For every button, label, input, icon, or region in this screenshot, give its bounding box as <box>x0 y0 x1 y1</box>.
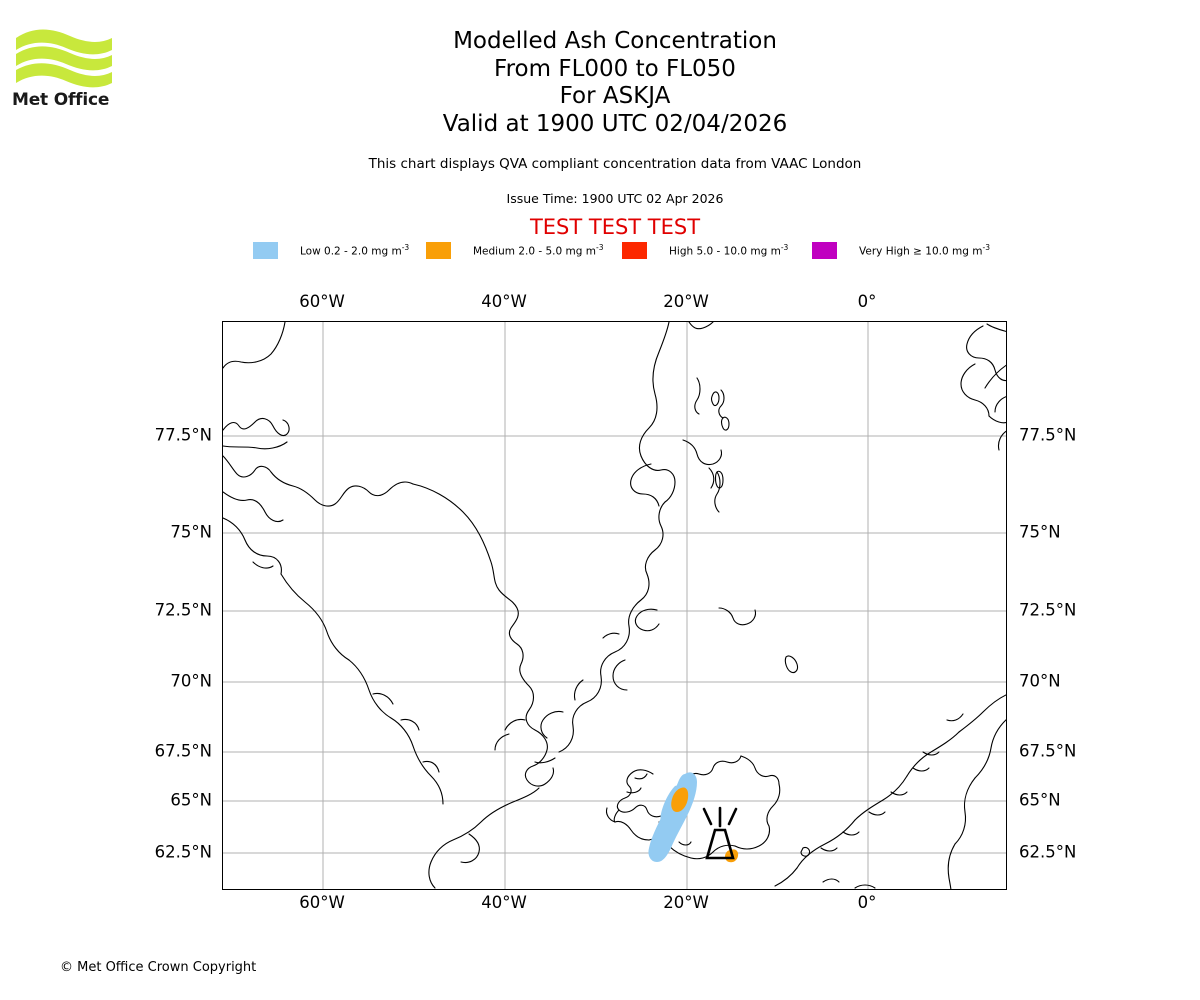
lat-left-tick-5: 65°N <box>170 790 212 810</box>
title-line-2: From FL000 to FL050 <box>494 55 736 82</box>
lon-bot-tick-1: 40°W <box>481 893 527 912</box>
lat-right-tick-5: 65°N <box>1019 790 1061 810</box>
latitude-axis-left: 77.5°N 75°N 72.5°N 70°N 67.5°N 65°N 62.5°N <box>0 321 222 890</box>
legend-swatch-2 <box>622 241 647 259</box>
lat-right-tick-3: 70°N <box>1019 671 1061 691</box>
latitude-axis-right: 77.5°N 75°N 72.5°N 70°N 67.5°N 65°N 62.5°N <box>1007 321 1200 890</box>
chart-subtitle: This chart displays QVA compliant concen… <box>368 156 862 172</box>
legend-item-0: Low 0.2 - 2.0 mg m-3 <box>253 240 409 260</box>
lat-left-tick-0: 77.5°N <box>154 425 212 445</box>
title-line-1: Modelled Ash Concentration <box>453 28 777 54</box>
lat-right-tick-6: 62.5°N <box>1019 842 1077 862</box>
map-gridlines <box>223 322 1006 889</box>
test-banner: TEST TEST TEST <box>529 215 701 239</box>
lon-top-tick-2: 20°W <box>663 292 709 311</box>
issue-time: Issue Time: 1900 UTC 02 Apr 2026 <box>506 191 724 206</box>
copyright-notice: © Met Office Crown Copyright <box>60 960 257 975</box>
legend-item-1: Medium 2.0 - 5.0 mg m-3 <box>426 240 603 260</box>
map-canvas <box>223 322 1006 889</box>
met-office-logo <box>12 20 122 110</box>
page-title: Modelled Ash Concentration From FL000 to… <box>230 28 1000 138</box>
lon-bot-tick-0: 60°W <box>299 893 345 912</box>
lat-right-tick-2: 72.5°N <box>1019 600 1077 620</box>
legend-label-0: Low 0.2 - 2.0 mg m-3 <box>300 242 410 258</box>
legend-item-3: Very High ≥ 10.0 mg m-3 <box>812 240 990 260</box>
legend-item-2: High 5.0 - 10.0 mg m-3 <box>622 240 788 260</box>
title-line-4: Valid at 1900 UTC 02/04/2026 <box>442 110 788 137</box>
lon-top-tick-0: 60°W <box>299 292 345 311</box>
volcano-symbol <box>702 806 738 860</box>
lat-right-tick-1: 75°N <box>1019 522 1061 542</box>
met-office-logo-waves <box>16 29 112 88</box>
lat-left-tick-2: 72.5°N <box>154 600 212 620</box>
lon-top-tick-1: 40°W <box>481 292 527 311</box>
coastlines <box>223 322 1006 889</box>
lon-top-tick-3: 0° <box>857 292 877 311</box>
legend-swatch-1 <box>426 241 451 259</box>
lat-left-tick-3: 70°N <box>170 671 212 691</box>
legend-swatch-0 <box>253 241 278 259</box>
lon-bot-tick-3: 0° <box>857 893 877 912</box>
lon-bot-tick-2: 20°W <box>663 893 709 912</box>
lat-left-tick-6: 62.5°N <box>154 842 212 862</box>
title-line-3: For ASKJA <box>559 83 671 109</box>
legend-label-2: High 5.0 - 10.0 mg m-3 <box>669 242 789 258</box>
legend-label-1: Medium 2.0 - 5.0 mg m-3 <box>473 242 604 258</box>
legend-label-3: Very High ≥ 10.0 mg m-3 <box>859 242 990 258</box>
lat-right-tick-0: 77.5°N <box>1019 425 1077 445</box>
met-office-logo-text: Met Office <box>12 90 110 110</box>
lat-left-tick-4: 67.5°N <box>154 741 212 761</box>
longitude-axis-bottom: 60°W 40°W 20°W 0° <box>0 893 1200 913</box>
longitude-axis-top: 60°W 40°W 20°W 0° <box>0 292 1200 312</box>
lat-left-tick-1: 75°N <box>170 522 212 542</box>
map-frame <box>222 321 1007 890</box>
legend: Low 0.2 - 2.0 mg m-3 Medium 2.0 - 5.0 mg … <box>222 240 1008 260</box>
legend-swatch-3 <box>812 241 837 259</box>
lat-right-tick-4: 67.5°N <box>1019 741 1077 761</box>
map-panel <box>222 321 1007 890</box>
